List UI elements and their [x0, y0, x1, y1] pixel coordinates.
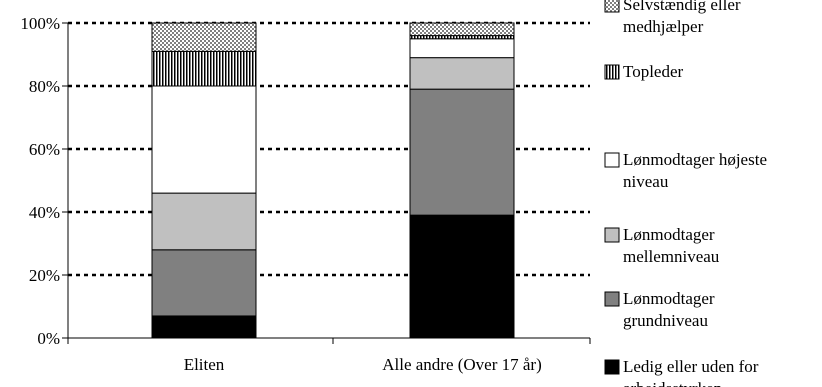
legend-item-ledig-eller-uden-for-arbejdsstyrken: Ledig eller uden for arbejdsstyrken: [604, 357, 759, 387]
bar-segment-l-nmodtager-mellemniveau-2: [409, 57, 515, 90]
legend-label: Topleder: [623, 62, 684, 81]
legend-swatch: [604, 152, 620, 168]
legend-item-selvst-ndig-eller-medhj-lper: Selvstændig eller medhjælper: [604, 0, 741, 36]
legend-swatch: [604, 227, 620, 243]
bar-segment-ledig-eller-uden-for-arbejdsstyrken-2: [409, 214, 515, 339]
bar-segment-l-nmodtager-h-jeste-niveau-1: [151, 85, 257, 194]
bar-segment-l-nmodtager-mellemniveau-1: [151, 192, 257, 251]
legend-label: Ledig eller uden for: [623, 357, 759, 376]
bar-segment-selvst-ndig-eller-medhj-lper-2: [409, 22, 515, 37]
legend-label: mellemniveau: [623, 247, 720, 266]
bar-segment-l-nmodtager-h-jeste-niveau-2: [409, 38, 515, 59]
legend-label: Lønmodtager: [623, 225, 715, 244]
legend-item-l-nmodtager-grundniveau: Lønmodtager grundniveau: [604, 289, 715, 330]
legend-label: Selvstændig eller: [623, 0, 741, 14]
legend-item-l-nmodtager-mellemniveau: Lønmodtager mellemniveau: [604, 225, 720, 266]
legend-swatch: [604, 359, 620, 375]
y-tick-label: 60%: [29, 140, 60, 159]
legend-swatch: [604, 291, 620, 307]
legend-label: arbejdsstyrken: [623, 379, 723, 387]
bars: [151, 22, 515, 339]
legend: Selvstændig eller medhjælper Topleder Lønmo…: [604, 0, 767, 387]
y-tick-label: 0%: [37, 329, 60, 348]
bar-segment-l-nmodtager-grundniveau-2: [409, 88, 515, 216]
legend-item-topleder: Topleder: [604, 62, 684, 81]
legend-label: Lønmodtager: [623, 289, 715, 308]
legend-label: niveau: [623, 172, 669, 191]
legend-label: grundniveau: [623, 311, 708, 330]
x-tick-label: Eliten: [184, 355, 225, 374]
legend-item-l-nmodtager-h-jeste-niveau: Lønmodtager højeste niveau: [604, 150, 767, 191]
bar-segment-ledig-eller-uden-for-arbejdsstyrken-1: [151, 315, 257, 339]
bar-segment-topleder-1: [151, 50, 257, 87]
y-axis: [62, 22, 591, 344]
legend-label: Lønmodtager højeste: [623, 150, 767, 169]
x-tick-label: Alle andre (Over 17 år): [382, 355, 542, 374]
bar-segment-l-nmodtager-grundniveau-1: [151, 249, 257, 317]
bar-segment-selvst-ndig-eller-medhj-lper-1: [151, 22, 257, 52]
y-tick-label: 100%: [20, 14, 60, 33]
legend-label: medhjælper: [623, 17, 704, 36]
y-tick-label: 20%: [29, 266, 60, 285]
y-tick-label: 40%: [29, 203, 60, 222]
legend-swatch: [604, 64, 620, 80]
y-tick-label: 80%: [29, 77, 60, 96]
tick-labels: 0% 20% 40% 60% 80% 100% Eliten Alle andre (Over…: [20, 14, 541, 374]
legend-swatch: [604, 0, 620, 13]
